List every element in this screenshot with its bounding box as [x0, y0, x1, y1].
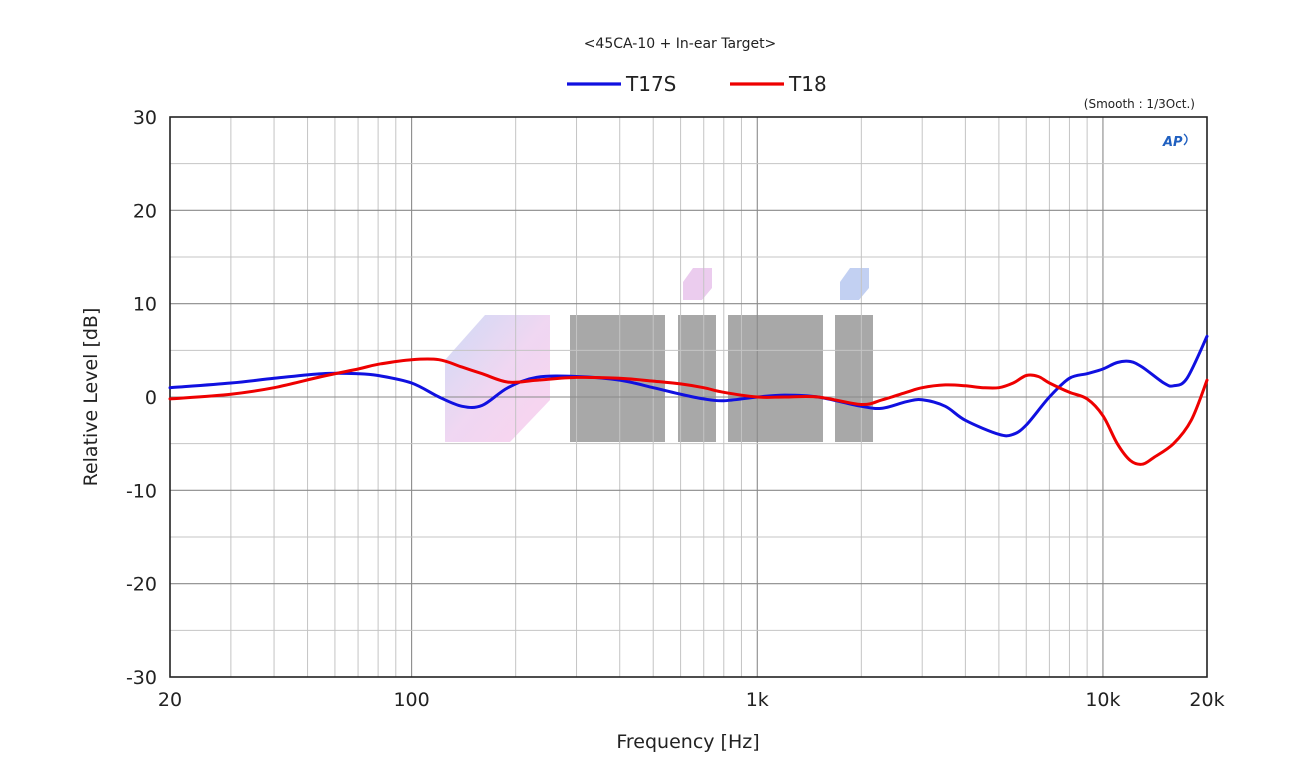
- y-tick-labels: 30 20 10 0 -10 -20 -30: [126, 107, 157, 689]
- chart-grid: [170, 117, 1207, 677]
- plot-frame: [169, 116, 1208, 678]
- y-axis-label: Relative Level [dB]: [80, 308, 102, 487]
- y-tick-label: -20: [126, 574, 157, 596]
- watermark-dot-1: [683, 268, 712, 300]
- legend: T17S T18: [567, 72, 827, 96]
- watermark-letter-2: [678, 315, 716, 442]
- x-tick-labels: 20 100 1k 10k 20k: [158, 689, 1225, 711]
- y-tick-label: 10: [133, 294, 157, 316]
- ap-logo-text: AP: [1162, 135, 1183, 150]
- y-tick-label: 20: [133, 200, 157, 222]
- watermark-dot-2: [840, 268, 869, 300]
- x-tick-label: 1k: [746, 689, 769, 711]
- ap-logo: AP: [1162, 133, 1188, 150]
- chart-title: <45CA-10 + In-ear Target>: [584, 36, 777, 52]
- x-tick-label: 20k: [1189, 689, 1224, 711]
- x-tick-label: 10k: [1085, 689, 1120, 711]
- y-tick-label: 0: [145, 387, 157, 409]
- legend-label-t18: T18: [788, 72, 827, 96]
- x-tick-label: 100: [393, 689, 429, 711]
- y-tick-label: -30: [126, 667, 157, 689]
- x-tick-label: 20: [158, 689, 182, 711]
- y-tick-label: -10: [126, 480, 157, 502]
- series-line-t18: [168, 357, 1209, 466]
- watermark-letter-3: [728, 315, 823, 442]
- watermark-logo: [445, 268, 873, 442]
- legend-label-t17s: T17S: [625, 72, 676, 96]
- watermark-letter-4: [835, 315, 873, 442]
- x-axis-label: Frequency [Hz]: [616, 731, 759, 753]
- series-layer: [168, 334, 1209, 466]
- smoothing-note: (Smooth : 1/3Oct.): [1084, 97, 1195, 111]
- y-tick-label: 30: [133, 107, 157, 129]
